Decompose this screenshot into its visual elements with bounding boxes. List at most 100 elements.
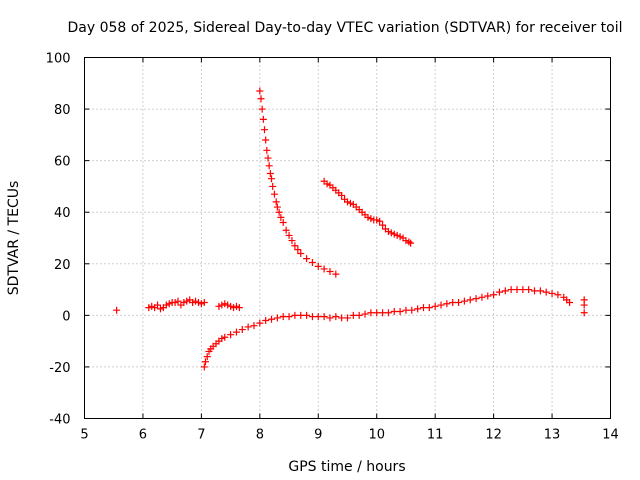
data-point (472, 295, 480, 303)
y-tick-label: 100 (46, 52, 71, 67)
series-isolated-points-13.6 (580, 296, 588, 317)
data-point (201, 358, 209, 366)
x-tick-label: 9 (314, 428, 322, 443)
data-point (154, 301, 162, 309)
data-point (367, 309, 375, 317)
data-points (113, 87, 588, 371)
data-point (297, 311, 305, 319)
data-point (455, 298, 463, 306)
data-point (268, 175, 276, 183)
data-point (320, 265, 328, 273)
data-point (264, 154, 272, 162)
x-tick-label: 5 (80, 428, 88, 443)
data-point (490, 291, 498, 299)
data-point (256, 87, 264, 95)
data-point (174, 297, 182, 305)
data-point (449, 298, 457, 306)
data-point (200, 298, 208, 306)
data-point (519, 286, 527, 294)
data-point (266, 170, 274, 178)
data-point (294, 246, 302, 254)
data-point (303, 311, 311, 319)
data-point (536, 287, 544, 295)
x-tick-label: 6 (139, 428, 147, 443)
data-point (113, 306, 121, 314)
x-tick-label: 7 (197, 428, 205, 443)
data-point (227, 331, 235, 339)
x-tick-label: 8 (256, 428, 264, 443)
data-point (258, 105, 266, 113)
data-point (275, 208, 283, 216)
data-point (376, 217, 384, 225)
data-point (277, 213, 285, 221)
data-point (460, 297, 468, 305)
data-point (373, 309, 381, 317)
data-point (379, 221, 387, 229)
y-tick-label: -20 (49, 361, 70, 376)
y-tick-label: 40 (54, 206, 71, 221)
grid (84, 57, 611, 419)
data-point (379, 309, 387, 317)
data-point (338, 191, 346, 199)
data-point (263, 146, 271, 154)
data-point (332, 270, 340, 278)
data-point (566, 298, 574, 306)
data-point (244, 323, 252, 331)
data-point (279, 313, 287, 321)
data-point (338, 314, 346, 322)
data-point (478, 293, 486, 301)
data-point (232, 328, 240, 336)
data-point (308, 258, 316, 266)
data-point (384, 309, 392, 317)
data-point (203, 353, 211, 361)
x-axis-title: GPS time / hours (288, 459, 405, 475)
x-tick-label: 11 (427, 428, 444, 443)
x-tick-label: 14 (602, 428, 619, 443)
data-point (414, 305, 422, 313)
series-descending-track-2 (320, 177, 415, 247)
data-point (344, 314, 351, 322)
data-point (425, 304, 433, 312)
data-point (495, 288, 503, 296)
data-point (407, 239, 415, 247)
data-point (279, 219, 287, 227)
data-point (513, 286, 521, 294)
y-tick-label: 20 (54, 258, 71, 273)
y-tick-label: 0 (62, 309, 70, 324)
x-tick-label: 13 (544, 428, 561, 443)
series-low-variation-track (113, 296, 243, 314)
data-point (308, 313, 316, 321)
x-tick-label: 10 (368, 428, 385, 443)
data-point (531, 287, 539, 295)
data-point (408, 306, 416, 314)
data-point (501, 287, 509, 295)
data-point (326, 268, 334, 276)
x-tick-label: 12 (485, 428, 502, 443)
data-point (303, 255, 311, 263)
data-point (257, 95, 265, 103)
data-point (291, 242, 299, 250)
data-point (314, 262, 322, 270)
axis-tick-labels: 5 6 7 8 9 10 11 12 13 14 -40 -20 0 20 40 60 80 100 (46, 52, 619, 443)
data-point (297, 249, 305, 257)
data-point (466, 296, 474, 304)
data-point (269, 182, 277, 190)
y-axis-title: SDTVAR / TECUs (6, 181, 22, 296)
data-point (349, 311, 357, 319)
data-point (437, 301, 445, 309)
data-point (396, 307, 404, 315)
data-point (256, 319, 264, 327)
data-point (326, 314, 334, 322)
y-tick-label: 60 (54, 155, 71, 170)
data-point (355, 311, 363, 319)
data-point (332, 313, 340, 321)
data-point (270, 190, 278, 198)
data-point (548, 289, 556, 297)
data-point (273, 314, 281, 322)
data-point (431, 302, 439, 310)
y-tick-label: -40 (49, 413, 70, 428)
data-point (268, 315, 276, 323)
data-point (200, 363, 208, 371)
data-point (542, 288, 550, 296)
